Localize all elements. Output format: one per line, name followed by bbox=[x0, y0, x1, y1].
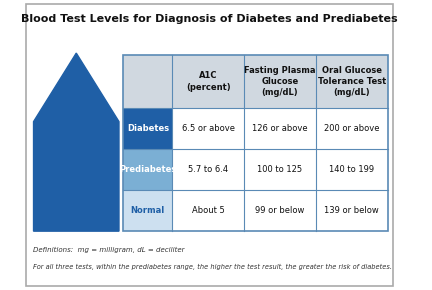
Bar bbox=[124, 149, 172, 190]
Text: 6.5 or above: 6.5 or above bbox=[181, 124, 235, 133]
Text: For all three tests, within the prediabetes range, the higher the test result, t: For all three tests, within the prediabe… bbox=[33, 264, 392, 270]
Text: 200 or above: 200 or above bbox=[324, 124, 379, 133]
Text: Fasting Plasma
Glucose
(mg/dL): Fasting Plasma Glucose (mg/dL) bbox=[244, 66, 316, 97]
Bar bbox=[172, 190, 244, 231]
Bar bbox=[124, 55, 388, 231]
Text: Oral Glucose
Tolerance Test
(mg/dL): Oral Glucose Tolerance Test (mg/dL) bbox=[318, 66, 386, 97]
Bar bbox=[244, 108, 316, 149]
Text: 99 or below: 99 or below bbox=[255, 206, 305, 215]
Bar bbox=[316, 190, 388, 231]
Text: Blood Test Levels for Diagnosis of Diabetes and Prediabetes: Blood Test Levels for Diagnosis of Diabe… bbox=[21, 14, 398, 24]
Text: About 5: About 5 bbox=[192, 206, 225, 215]
Bar bbox=[124, 55, 388, 108]
Bar bbox=[244, 149, 316, 190]
Text: 139 or below: 139 or below bbox=[324, 206, 379, 215]
Text: 126 or above: 126 or above bbox=[252, 124, 308, 133]
Bar bbox=[124, 190, 172, 231]
Polygon shape bbox=[34, 53, 119, 231]
Text: 140 to 199: 140 to 199 bbox=[329, 165, 374, 174]
Text: A1C
(percent): A1C (percent) bbox=[186, 71, 230, 92]
Text: 100 to 125: 100 to 125 bbox=[257, 165, 302, 174]
Text: Normal: Normal bbox=[131, 206, 165, 215]
Bar bbox=[316, 108, 388, 149]
Bar bbox=[172, 108, 244, 149]
Bar bbox=[316, 149, 388, 190]
Text: Definitions:  mg = milligram, dL = deciliter: Definitions: mg = milligram, dL = decili… bbox=[33, 247, 184, 253]
Text: 5.7 to 6.4: 5.7 to 6.4 bbox=[188, 165, 228, 174]
Bar bbox=[244, 190, 316, 231]
Text: Prediabetes: Prediabetes bbox=[119, 165, 176, 174]
Text: Diabetes: Diabetes bbox=[127, 124, 169, 133]
Bar bbox=[172, 149, 244, 190]
Bar bbox=[124, 108, 172, 149]
